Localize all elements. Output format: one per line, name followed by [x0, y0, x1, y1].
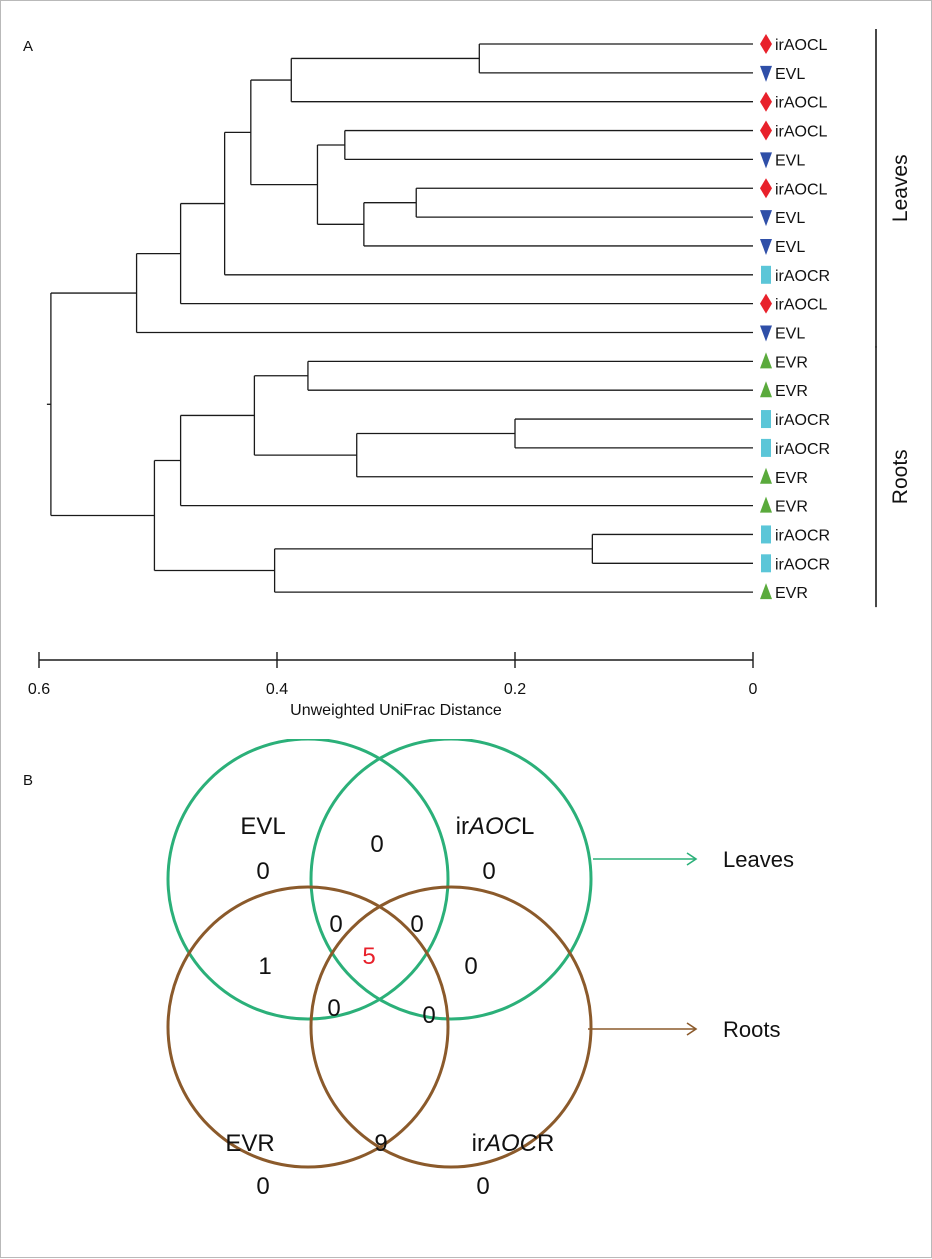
panel-letter: A	[23, 38, 33, 55]
leaf-label: EVL	[775, 210, 805, 227]
leaf-label: EVR	[775, 499, 808, 516]
leaf-label: irAOCR	[775, 441, 830, 458]
square-marker	[761, 438, 771, 457]
leaf-label: EVR	[775, 585, 808, 602]
venn-circle-evr	[166, 885, 450, 1169]
leaf-label: EVR	[775, 383, 808, 400]
count-evl-iraocl-iraocr: 0	[410, 911, 423, 938]
leaf-label: irAOCL	[775, 297, 828, 314]
leaf-label: EVR	[775, 470, 808, 487]
set-label-part: ir	[456, 813, 469, 840]
diamond-marker	[760, 34, 772, 54]
group-label: Roots	[889, 449, 912, 504]
triangle-up-marker	[760, 352, 772, 369]
count-iraocl-only: 0	[482, 858, 495, 885]
axis-title: Unweighted UniFrac Distance	[290, 702, 502, 719]
set-label-part: ir	[472, 1130, 485, 1157]
count-iraocl-evr-iraocr: 0	[422, 1002, 435, 1029]
dendrogram-branches	[46, 43, 753, 593]
arrow-label: Leaves	[723, 847, 794, 872]
count-evr-only: 0	[256, 1173, 269, 1200]
arrow-head-icon	[686, 852, 698, 866]
group-label: Leaves	[889, 154, 912, 222]
triangle-up-marker	[760, 583, 772, 600]
set-label-evl: EVL	[240, 813, 285, 840]
venn-circles	[166, 739, 593, 1169]
distance-axis: 0.6 0.4 0.2 0	[28, 652, 758, 698]
leaf-label: irAOCR	[775, 527, 830, 544]
set-label-iraocl: irAOCL	[456, 813, 535, 840]
triangle-down-marker	[760, 152, 772, 169]
panel-a: A irAOCL EVL irAOCL irAOCL EVL irAOCL EVL EVL ir…	[0, 0, 932, 740]
tick-label: 0.6	[28, 681, 50, 698]
leaf-label: irAOCR	[775, 556, 830, 573]
set-label-part: AOC	[483, 1130, 538, 1157]
set-label-part: L	[521, 813, 534, 840]
set-label-iraocr: irAOCR	[472, 1130, 555, 1157]
set-label-part: EVL	[240, 813, 285, 840]
venn-circle-iraocr	[309, 885, 593, 1169]
tick-label: 0	[749, 681, 758, 698]
triangle-up-marker	[760, 496, 772, 513]
leaf-label: EVL	[775, 326, 805, 343]
triangle-up-marker	[760, 467, 772, 484]
venn-circle-iraocl	[309, 739, 593, 1021]
panel-letter: B	[23, 772, 33, 789]
count-evl-evr-iraocr: 0	[327, 995, 340, 1022]
triangle-down-marker	[760, 65, 772, 82]
triangle-up-marker	[760, 381, 772, 398]
leaf-label: EVL	[775, 152, 805, 169]
venn-arrows: Leaves Roots	[588, 847, 794, 1042]
count-evr-iraocr: 9	[374, 1130, 387, 1157]
count-evl-iraocl-evr: 0	[329, 911, 342, 938]
arrow-label: Roots	[723, 1017, 780, 1042]
dendrogram-leaves: irAOCL EVL irAOCL irAOCL EVL irAOCL EVL EVL irAO…	[760, 34, 830, 602]
set-label-part: AOC	[467, 813, 522, 840]
leaf-label: irAOCR	[775, 412, 830, 429]
diamond-marker	[760, 120, 772, 141]
diamond-marker	[760, 293, 772, 314]
square-marker	[761, 410, 771, 429]
count-iraocl-iraocr: 0	[464, 953, 477, 980]
leaf-label: irAOCL	[775, 95, 828, 112]
count-all-four: 5	[362, 943, 375, 970]
triangle-down-marker	[760, 325, 772, 342]
count-iraocr-only: 0	[476, 1173, 489, 1200]
square-marker	[761, 265, 771, 284]
venn-circle-evl	[166, 739, 450, 1021]
tick-label: 0.2	[504, 681, 526, 698]
count-evl-only: 0	[256, 858, 269, 885]
diamond-marker	[760, 178, 772, 199]
tick-label: 0.4	[266, 681, 288, 698]
group-brackets: Leaves Roots	[875, 29, 912, 608]
square-marker	[761, 525, 771, 544]
triangle-down-marker	[760, 238, 772, 255]
leaf-label: EVR	[775, 354, 808, 371]
set-label-part: EVR	[225, 1130, 274, 1157]
count-evl-iraocl: 0	[370, 831, 383, 858]
leaf-label: irAOCR	[775, 268, 830, 285]
set-label-evr: EVR	[225, 1130, 274, 1157]
dendrogram: A irAOCLEVLirAOCLirAOCLEVLirAOCLEVLEVLir…	[23, 29, 912, 719]
square-marker	[761, 554, 771, 573]
leaf-label: irAOCL	[775, 124, 828, 141]
leaf-label: EVL	[775, 66, 805, 83]
venn-counts: 0 00 001 090 00 05	[256, 831, 495, 1200]
arrow-head-icon	[686, 1022, 698, 1036]
diamond-marker	[760, 91, 772, 112]
leaf-label: EVL	[775, 239, 805, 256]
leaf-label: irAOCL	[775, 181, 828, 198]
leaf-label: irAOCL	[775, 37, 828, 54]
set-label-part: R	[537, 1130, 554, 1157]
count-evl-evr: 1	[258, 953, 271, 980]
triangle-down-marker	[760, 210, 772, 227]
